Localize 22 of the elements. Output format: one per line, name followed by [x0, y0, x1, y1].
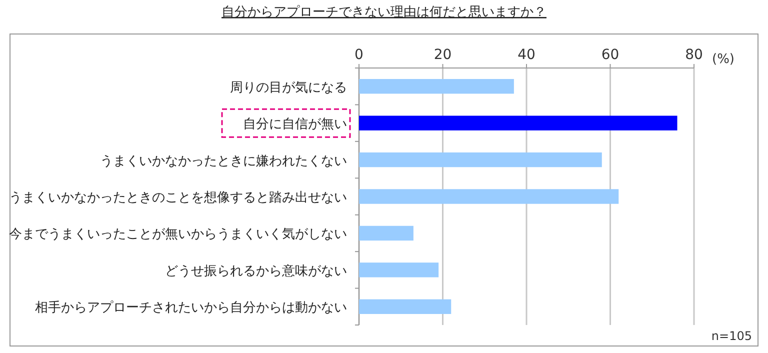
y-tick-label: 自分に自信が無い [243, 117, 347, 132]
y-tick-label: うまくいかなかったときのことを想像すると踏み出せない [9, 190, 347, 206]
bar [359, 79, 514, 94]
x-tick-label: 0 [354, 47, 364, 63]
bar [359, 189, 619, 204]
bar [359, 262, 439, 278]
y-tick-label: どうせ振られるから意味がない [165, 264, 347, 279]
x-tick-label: 60 [601, 47, 620, 63]
y-tick-label: 今までうまくいったことが無いからうまくいく気がしない [9, 227, 347, 242]
chart-title: 自分からアプローチできない理由は何だと思いますか？ [222, 5, 546, 20]
text: (%) [712, 52, 734, 67]
x-tick-label: 40 [518, 47, 536, 63]
y-tick-label: 相手からアプローチされたいから自分からは動かない [35, 300, 347, 316]
bar [359, 116, 678, 130]
x-tick-label: 20 [434, 47, 452, 63]
bar [359, 226, 414, 241]
y-tick-label: うまくいかなかったときに嫌われたくない [100, 154, 347, 169]
x-tick-label: 80 [685, 47, 703, 63]
text: n=105 [711, 329, 752, 343]
bar [359, 152, 602, 168]
bar [359, 299, 452, 314]
y-tick-label: 周りの目が気になる [230, 80, 347, 96]
